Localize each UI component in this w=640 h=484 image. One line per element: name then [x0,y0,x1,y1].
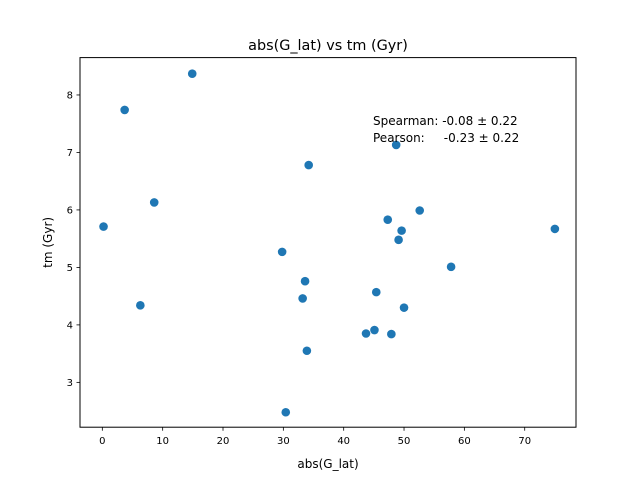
data-point [361,329,371,338]
data-point [391,140,401,150]
data-point [387,329,396,339]
data-point [304,160,313,170]
y-tick-label: 8 [67,90,73,101]
plot-frame [79,57,577,428]
annotation-pearson: Pearson: -0.23 ± 0.22 [373,131,519,145]
y-tick-label: 5 [67,263,73,274]
data-point [446,262,456,272]
data-point [371,287,381,297]
y-tick-label: 3 [67,378,73,389]
y-tick-label: 7 [67,148,73,159]
ticks-layer: 0 10 20 30 40 50 60 70 3 4 5 6 7 8 [67,90,531,447]
data-point [397,226,406,235]
data-point [136,301,145,310]
data-point [120,105,129,115]
data-point [149,198,159,207]
x-axis-label: abs(G_lat) [297,457,358,471]
data-point [394,235,403,245]
x-tick-label: 20 [217,436,230,447]
data-point [415,206,425,215]
data-point [370,325,379,335]
data-point [550,224,560,234]
annotation-spearman: Spearman: -0.08 ± 0.22 [373,114,518,128]
x-tick-label: 60 [458,436,471,447]
points-layer [99,69,560,417]
x-tick-label: 50 [398,436,411,447]
x-tick-label: 70 [518,436,531,447]
x-tick-label: 0 [99,436,105,447]
x-tick-label: 40 [337,436,350,447]
data-point [99,222,108,231]
data-point [300,276,310,286]
x-tick-label: 10 [156,436,169,447]
data-point [383,215,393,224]
data-point [298,294,307,303]
y-tick-label: 6 [67,205,73,216]
data-point [302,346,312,356]
chart-title: abs(G_lat) vs tm (Gyr) [248,38,408,54]
data-point [187,69,197,78]
data-point [399,303,409,312]
x-tick-label: 30 [277,436,290,447]
data-point [277,247,287,257]
data-point [281,407,291,417]
y-tick-label: 4 [67,320,73,331]
y-axis-label: tm (Gyr) [41,217,55,268]
